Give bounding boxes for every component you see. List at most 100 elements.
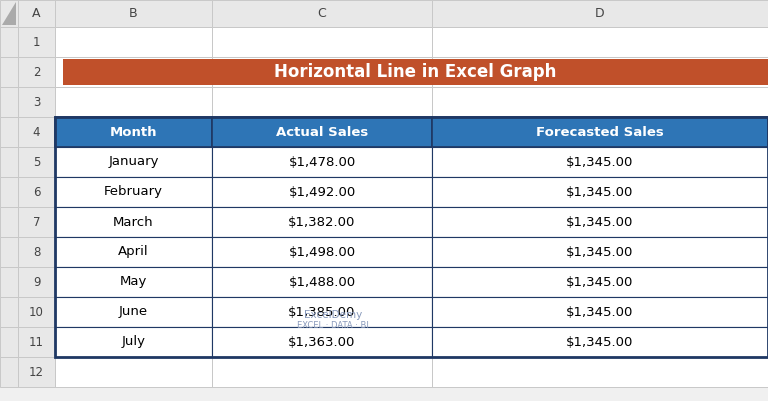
Bar <box>432 267 768 297</box>
Bar <box>55 117 212 147</box>
Bar <box>212 57 432 87</box>
Text: EXCEL · DATA · BI: EXCEL · DATA · BI <box>297 322 369 330</box>
Bar <box>432 117 768 147</box>
Bar <box>212 327 432 357</box>
Bar <box>212 117 432 147</box>
Bar <box>55 207 212 237</box>
Bar <box>432 237 768 267</box>
Text: $1,345.00: $1,345.00 <box>566 306 634 318</box>
Polygon shape <box>2 2 16 25</box>
Bar <box>18 237 55 267</box>
Bar <box>18 327 55 357</box>
Text: Horizontal Line in Excel Graph: Horizontal Line in Excel Graph <box>274 63 557 81</box>
Bar <box>18 0 55 27</box>
Bar <box>212 267 432 297</box>
Bar <box>432 327 768 357</box>
Bar <box>55 147 212 177</box>
Bar <box>55 327 212 357</box>
Bar <box>432 177 768 207</box>
Bar <box>432 87 768 117</box>
Bar <box>432 177 768 207</box>
Bar <box>55 177 212 207</box>
Bar <box>55 117 768 357</box>
Bar <box>432 117 768 147</box>
Bar <box>18 267 55 297</box>
Text: 5: 5 <box>33 156 40 168</box>
Text: $1,345.00: $1,345.00 <box>566 336 634 348</box>
Bar <box>432 0 768 27</box>
Bar <box>55 57 212 87</box>
Text: May: May <box>120 275 147 288</box>
Bar <box>212 87 432 117</box>
Text: A: A <box>32 7 41 20</box>
Bar <box>432 147 768 177</box>
Bar <box>212 237 432 267</box>
Text: Forecasted Sales: Forecasted Sales <box>536 126 664 138</box>
Bar <box>55 237 212 267</box>
Text: $1,478.00: $1,478.00 <box>288 156 356 168</box>
Text: $1,382.00: $1,382.00 <box>288 215 356 229</box>
Text: 7: 7 <box>33 215 40 229</box>
Bar <box>212 207 432 237</box>
Bar <box>55 27 212 57</box>
Bar <box>212 27 432 57</box>
Text: July: July <box>121 336 145 348</box>
Bar <box>432 147 768 177</box>
Bar <box>212 0 432 27</box>
Text: $1,385.00: $1,385.00 <box>288 306 356 318</box>
Bar <box>0 297 18 327</box>
Bar <box>432 297 768 327</box>
Text: $1,345.00: $1,345.00 <box>566 215 634 229</box>
Text: April: April <box>118 245 149 259</box>
Bar <box>0 267 18 297</box>
Bar <box>432 27 768 57</box>
Text: B: B <box>129 7 137 20</box>
Bar <box>432 207 768 237</box>
Bar <box>55 177 212 207</box>
Bar <box>0 57 18 87</box>
Text: D: D <box>595 7 605 20</box>
Bar <box>18 87 55 117</box>
Bar <box>55 267 212 297</box>
Bar <box>432 207 768 237</box>
Bar <box>212 207 432 237</box>
Bar <box>18 27 55 57</box>
Text: ExcelDemy: ExcelDemy <box>304 310 362 320</box>
Text: 3: 3 <box>33 95 40 109</box>
Bar <box>0 327 18 357</box>
Text: March: March <box>113 215 154 229</box>
Bar <box>432 357 768 387</box>
Bar <box>18 357 55 387</box>
Bar <box>212 147 432 177</box>
Bar <box>212 147 432 177</box>
Text: 10: 10 <box>29 306 44 318</box>
Bar <box>0 207 18 237</box>
Bar <box>432 267 768 297</box>
Bar <box>0 177 18 207</box>
Bar <box>0 147 18 177</box>
Text: 4: 4 <box>33 126 40 138</box>
Bar <box>212 267 432 297</box>
Text: January: January <box>108 156 159 168</box>
Text: February: February <box>104 186 163 198</box>
Bar <box>55 357 212 387</box>
Bar <box>212 237 432 267</box>
Bar <box>0 27 18 57</box>
Text: Actual Sales: Actual Sales <box>276 126 368 138</box>
Bar <box>55 327 212 357</box>
Text: $1,345.00: $1,345.00 <box>566 186 634 198</box>
Bar <box>0 357 18 387</box>
Bar <box>18 297 55 327</box>
Bar <box>212 357 432 387</box>
Text: Month: Month <box>110 126 157 138</box>
Text: $1,363.00: $1,363.00 <box>288 336 356 348</box>
Bar <box>55 297 212 327</box>
Text: 11: 11 <box>29 336 44 348</box>
Bar <box>18 207 55 237</box>
Bar <box>55 207 212 237</box>
Bar <box>212 117 432 147</box>
Bar <box>18 147 55 177</box>
Text: $1,488.00: $1,488.00 <box>289 275 356 288</box>
Bar <box>0 0 18 27</box>
Bar <box>55 87 212 117</box>
